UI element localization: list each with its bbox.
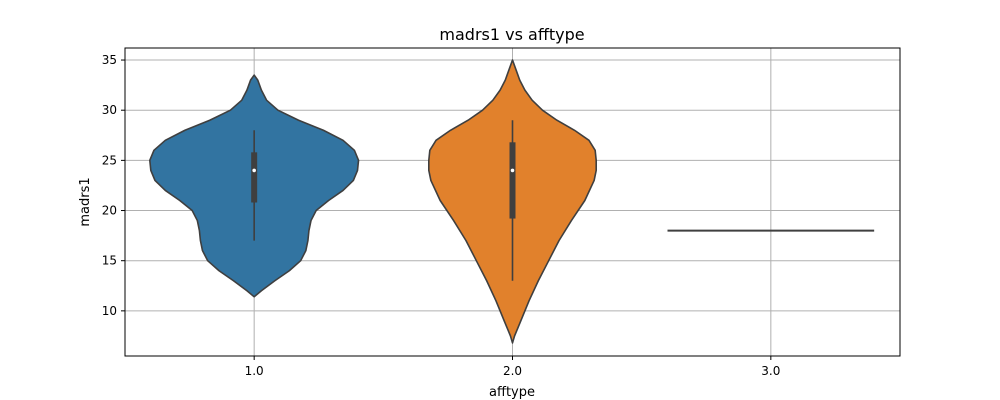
y-tick-label: 20 — [102, 204, 117, 218]
violins — [150, 60, 874, 343]
x-tick-label: 3.0 — [761, 364, 780, 378]
y-tick-label: 25 — [102, 153, 117, 167]
y-tick-label: 10 — [102, 304, 117, 318]
violin-median-dot — [511, 169, 515, 173]
violin-2.0 — [429, 60, 596, 343]
violin-iqr-box — [510, 142, 516, 218]
y-axis-label: madrs1 — [78, 177, 93, 226]
violin-1.0 — [150, 75, 359, 297]
x-axis: 1.0 2.0 3.0 — [245, 356, 781, 378]
x-axis-label: afftype — [489, 385, 535, 400]
chart-title: madrs1 vs afftype — [439, 25, 584, 44]
y-tick-label: 30 — [102, 103, 117, 117]
x-tick-label: 1.0 — [245, 364, 264, 378]
y-tick-label: 15 — [102, 254, 117, 268]
violin-iqr-box — [251, 152, 257, 202]
violin-median-dot — [252, 169, 256, 173]
y-tick-label: 35 — [102, 53, 117, 67]
y-axis: 10 15 20 25 30 35 — [102, 53, 125, 318]
x-tick-label: 2.0 — [503, 364, 522, 378]
